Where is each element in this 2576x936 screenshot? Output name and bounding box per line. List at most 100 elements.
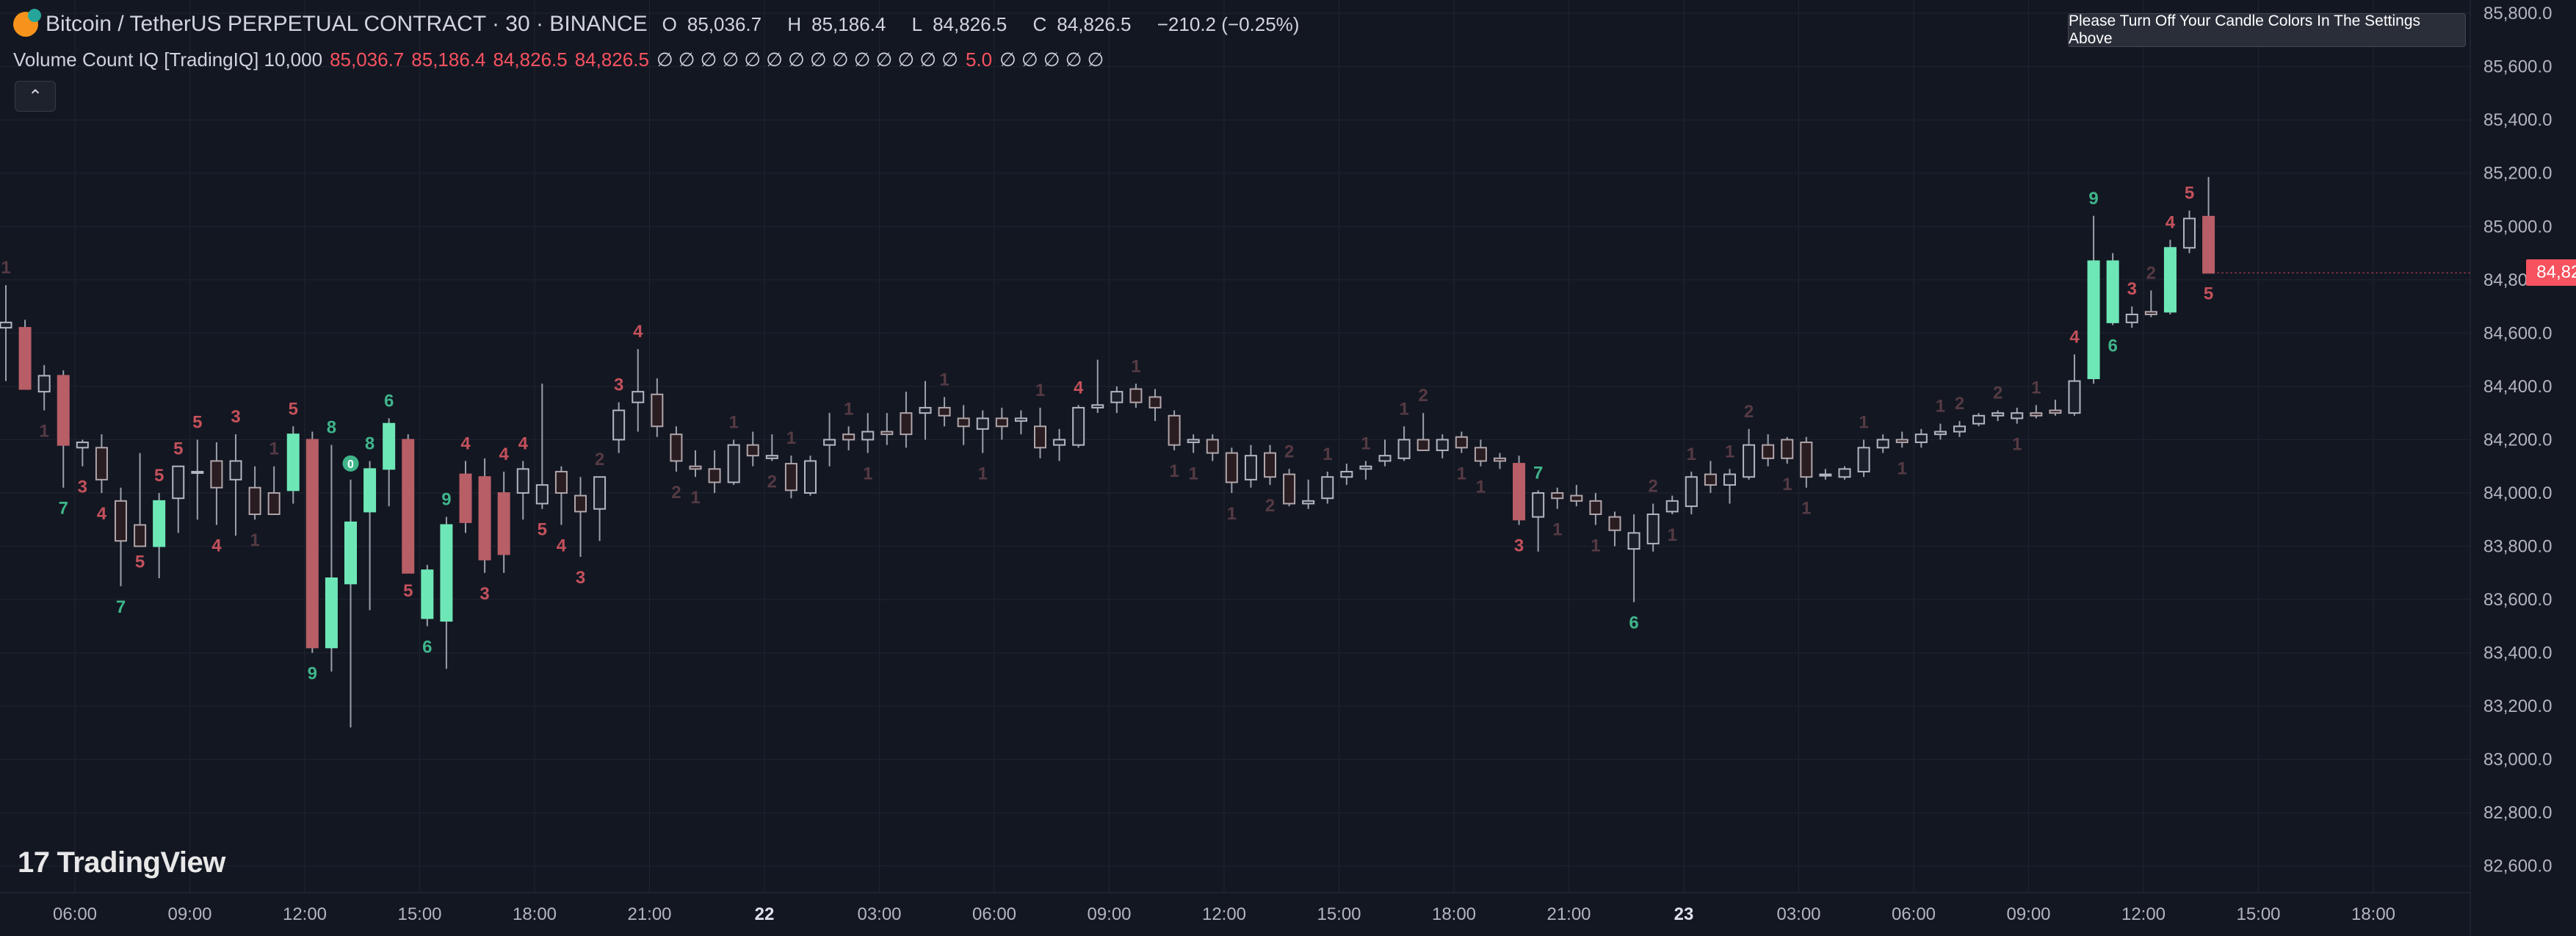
candle-body (1838, 468, 1851, 478)
price-tick-label: 83,200.0 (2483, 696, 2552, 716)
count-label: 8 (327, 418, 336, 438)
count-label: 1 (863, 464, 872, 484)
indicator-legend: Volume Count IQ [TradingIQ] 10,000 85,03… (13, 48, 1104, 71)
count-label: 1 (1591, 536, 1600, 555)
last-price-tag: 84,826.5 (2526, 259, 2576, 287)
candle-body (1933, 431, 1947, 436)
time-tick-label: 15:00 (2236, 904, 2280, 924)
candle-body (1302, 500, 1315, 505)
count-label: 3 (576, 568, 585, 588)
candle-body (1743, 444, 1756, 478)
candle-body (1646, 513, 1660, 544)
collapse-legend-button[interactable]: ⌃ (15, 81, 56, 112)
count-label: 2 (1265, 496, 1275, 516)
count-label: 2 (767, 472, 777, 492)
candle-body (229, 460, 242, 480)
candle-body (1417, 439, 1430, 451)
candle-body (1570, 494, 1583, 502)
count-label: 2 (1648, 476, 1657, 496)
time-tick-label: 12:00 (283, 904, 327, 924)
count-label: 3 (231, 407, 240, 427)
candle-body (2011, 412, 2024, 420)
price-tick-label: 85,400.0 (2483, 110, 2552, 130)
candle-body (593, 476, 607, 510)
count-label: 3 (2127, 279, 2137, 299)
price-tick-label: 84,200.0 (2483, 430, 2552, 450)
candle-body (995, 417, 1008, 428)
candle-body (746, 444, 759, 457)
candle-body (880, 431, 894, 436)
count-label: 5 (289, 399, 298, 419)
count-label: 3 (78, 478, 87, 497)
candle-body (172, 465, 185, 500)
candle-body (727, 444, 740, 483)
tradingview-logo-icon: 17 (18, 846, 50, 879)
tradingview-logo[interactable]: 17 TradingView (18, 846, 225, 879)
count-label: 1 (1936, 397, 1945, 417)
change-value: −210.2 (−0.25%) (1157, 12, 1300, 35)
settings-notice: Please Turn Off Your Candle Colors In Th… (2068, 12, 2466, 47)
candle-body (516, 468, 529, 494)
candle-body (305, 439, 319, 649)
candle-body (363, 468, 377, 513)
count-label: 4 (499, 444, 509, 464)
time-tick-label: 06:00 (972, 904, 1016, 924)
candle-body (421, 569, 434, 619)
count-label: 2 (1418, 386, 1428, 406)
candle-body (2202, 215, 2215, 274)
price-tick-label: 85,000.0 (2483, 217, 2552, 237)
count-label: 1 (844, 399, 853, 419)
candle-body (2068, 380, 2081, 414)
price-tick-label: 85,600.0 (2483, 57, 2552, 77)
candle-body (765, 455, 778, 459)
candle-body (1857, 447, 1870, 472)
count-label: 5 (538, 520, 547, 540)
candle-body (1034, 425, 1046, 449)
candle-body (191, 470, 204, 474)
count-label: 1 (39, 422, 48, 442)
candle-body (383, 422, 396, 470)
count-label: 8 (365, 433, 375, 453)
candle-body (1436, 439, 1449, 451)
count-label: 1 (939, 370, 949, 389)
count-label: 4 (460, 433, 471, 453)
candle-body (1148, 396, 1162, 408)
candle-body (823, 439, 836, 446)
candle-body (1513, 463, 1526, 521)
candle-body (497, 492, 510, 555)
candle-body (344, 521, 357, 585)
candle-body (1340, 470, 1353, 478)
indicator-value: 85,186.4 (411, 48, 486, 71)
indicator-name[interactable]: Volume Count IQ [TradingIQ] 10,000 (13, 48, 323, 71)
count-label: 9 (308, 664, 317, 684)
ohlc-values: O 85,036.7 H 85,186.4 L 84,826.5 C 84,826.5 … (662, 13, 1310, 36)
time-tick-label: 18:00 (513, 904, 557, 924)
bitcoin-icon (13, 9, 41, 37)
high-label: H (787, 12, 802, 35)
candle-body (57, 375, 70, 446)
candle-body (76, 442, 89, 449)
count-label: 2 (2146, 263, 2156, 283)
count-label: 2 (671, 483, 681, 503)
count-label: 1 (1668, 525, 1677, 545)
candle-body (1627, 532, 1640, 550)
candle-body (1397, 439, 1411, 459)
count-label: 1 (1782, 475, 1792, 494)
candle-body (1168, 414, 1181, 446)
time-axis[interactable]: 06:00 09:00 12:00 15:00 18:00 21:00 22 03:00 06:… (53, 904, 2395, 924)
candle-body (1608, 516, 1621, 531)
candle-body (1589, 500, 1602, 515)
candle-body (1283, 473, 1296, 505)
count-label: 1 (1476, 478, 1486, 497)
candle-body (976, 417, 989, 430)
count-label: 2 (1955, 394, 1964, 414)
count-label: 1 (1457, 464, 1466, 484)
symbol-title[interactable]: Bitcoin / TetherUS PERPETUAL CONTRACT · … (46, 12, 648, 36)
candles (0, 176, 2215, 728)
candle-body (1972, 414, 1986, 425)
candle-body (478, 476, 491, 561)
candle-body (1781, 439, 1794, 459)
candle-body (1819, 473, 1832, 477)
